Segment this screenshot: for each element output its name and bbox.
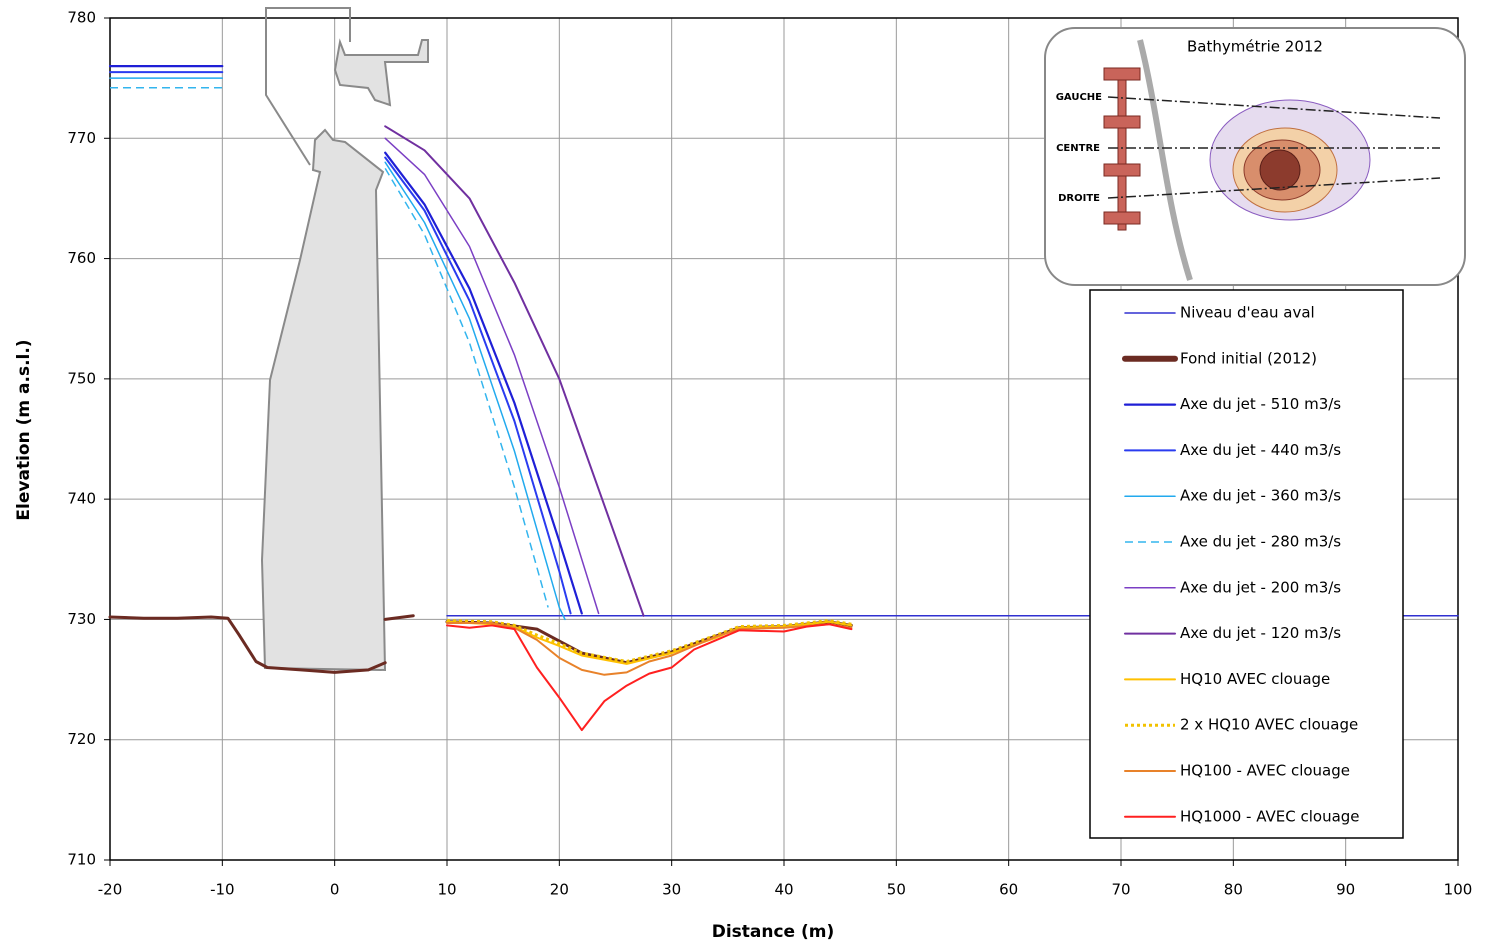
x-tick-label: 50 (887, 881, 906, 899)
legend-label: HQ1000 - AVEC clouage (1180, 807, 1360, 825)
legend-label: HQ100 - AVEC clouage (1180, 762, 1350, 780)
inset-label: GAUCHE (1056, 92, 1102, 103)
legend: Niveau d'eau aval Fond initial (2012) Axe … (1122, 304, 1360, 825)
legend-frame (1089, 289, 1404, 839)
series-line (384, 125, 645, 617)
series-line (108, 65, 583, 615)
x-axis-title: Distance (m) (712, 922, 835, 942)
x-tick-label: -10 (210, 881, 235, 899)
inset-axis (1107, 177, 1441, 199)
y-tick-label: 770 (67, 129, 96, 147)
legend-label: Axe du jet - 280 m3/s (1180, 533, 1341, 551)
grid: -20 -10 0 10 20 30 40 50 60 70 80 90 100 710 720 730 740… (67, 9, 1472, 899)
legend-label: Axe du jet - 120 m3/s (1180, 624, 1341, 642)
pier (1103, 67, 1141, 81)
inset-piers (1103, 67, 1141, 231)
y-tick-label: 740 (67, 490, 96, 508)
y-tick-label: 750 (67, 369, 96, 387)
y-tick-label: 730 (67, 610, 96, 628)
series-line (446, 623, 853, 732)
x-tick-label: 90 (1336, 881, 1355, 899)
inset-label: DROITE (1058, 193, 1100, 204)
legend-label: HQ10 AVEC clouage (1180, 670, 1330, 688)
inset-axes (1107, 96, 1441, 199)
x-tick-label: 80 (1224, 881, 1243, 899)
x-tick-label: 30 (662, 881, 681, 899)
legend-label: 2 x HQ10 AVEC clouage (1180, 716, 1358, 734)
dam-body (260, 128, 387, 672)
inset-label: CENTRE (1056, 143, 1100, 154)
dam-crest (265, 7, 351, 166)
pier (1103, 115, 1141, 129)
dam-gate (333, 38, 429, 107)
legend-label: Fond initial (2012) (1180, 349, 1317, 367)
y-tick-label: 720 (67, 730, 96, 748)
inset-contour (1259, 149, 1301, 191)
y-tick-label: 780 (67, 9, 96, 27)
inset: Bathymétrie 2012 GAUCHE CENTRE DROITE (1044, 27, 1466, 286)
x-tick-label: -20 (98, 881, 123, 899)
pier (1103, 211, 1141, 225)
pier (1103, 163, 1141, 177)
legend-label: Niveau d'eau aval (1180, 304, 1315, 322)
series-line (446, 619, 852, 663)
pier (1117, 69, 1127, 231)
plot (108, 65, 1459, 732)
x-tick-label: 60 (999, 881, 1018, 899)
x-tick-label: 20 (550, 881, 569, 899)
legend-label: Axe du jet - 440 m3/s (1180, 441, 1341, 459)
inset-title: Bathymétrie 2012 (1187, 38, 1323, 56)
legend-label: Axe du jet - 360 m3/s (1180, 487, 1341, 505)
x-tick-label: 100 (1444, 881, 1473, 899)
inset-bank (1137, 39, 1193, 281)
y-axis-title: Elevation (m a.s.l.) (14, 339, 34, 520)
series-line (384, 137, 600, 615)
dam (260, 7, 429, 672)
legend-label: Axe du jet - 200 m3/s (1180, 578, 1341, 596)
y-tick-label: 760 (67, 249, 96, 267)
legend-label: Axe du jet - 510 m3/s (1180, 395, 1341, 413)
inset-axis (1107, 96, 1441, 119)
series-line (110, 87, 549, 608)
x-tick-label: 70 (1111, 881, 1130, 899)
plot-frame (109, 17, 1459, 861)
series-line (109, 77, 566, 621)
x-tick-label: 10 (437, 881, 456, 899)
x-tick-label: 40 (774, 881, 793, 899)
x-tick-label: 0 (330, 881, 340, 899)
y-tick-label: 710 (67, 851, 96, 869)
series-line (109, 71, 572, 615)
series-line (446, 622, 853, 676)
